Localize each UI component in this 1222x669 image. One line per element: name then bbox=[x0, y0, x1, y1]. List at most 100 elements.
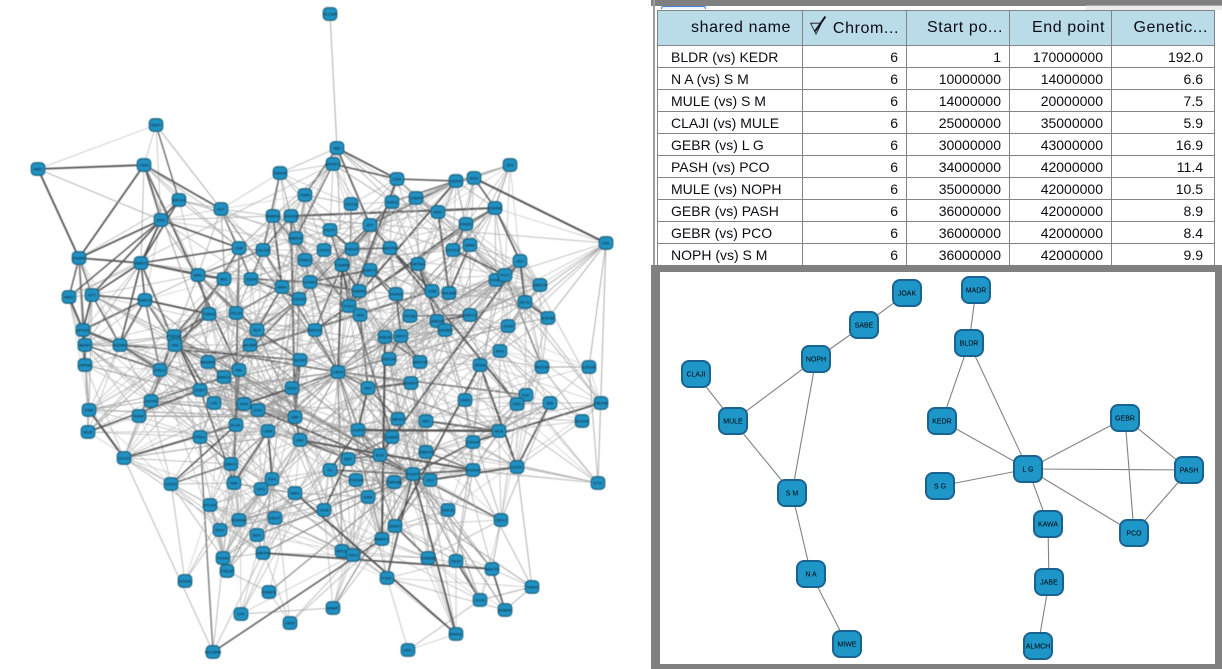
svg-text:KEDR: KEDR bbox=[932, 419, 951, 426]
svg-text:LFE: LFE bbox=[210, 401, 218, 406]
svg-text:BWMNH: BWMNH bbox=[200, 360, 216, 365]
svg-text:WWOL: WWOL bbox=[450, 632, 464, 637]
svg-text:BSG: BSG bbox=[157, 218, 165, 223]
svg-text:DLCDR: DLCDR bbox=[323, 12, 337, 17]
svg-text:UCLN: UCLN bbox=[119, 456, 130, 461]
svg-text:FADCW: FADCW bbox=[382, 357, 397, 362]
svg-text:UDWFC: UDWFC bbox=[404, 381, 419, 386]
svg-text:NPLM: NPLM bbox=[336, 549, 347, 554]
svg-text:TAJB: TAJB bbox=[319, 508, 329, 513]
svg-text:OEPIF: OEPIF bbox=[450, 179, 463, 184]
svg-text:NAF: NAF bbox=[230, 481, 239, 486]
svg-text:SOET: SOET bbox=[195, 388, 206, 393]
svg-text:S M: S M bbox=[786, 491, 799, 498]
svg-text:CWKMM: CWKMM bbox=[386, 480, 402, 485]
svg-text:KSWG: KSWG bbox=[460, 222, 472, 227]
svg-text:GEJ: GEJ bbox=[426, 478, 434, 483]
svg-text:KRLU: KRLU bbox=[155, 368, 166, 373]
svg-text:WGPJ: WGPJ bbox=[389, 524, 401, 529]
svg-text:OLF: OLF bbox=[217, 207, 225, 212]
svg-text:HRTAH: HRTAH bbox=[411, 262, 425, 267]
svg-text:MHBDH: MHBDH bbox=[498, 608, 513, 613]
svg-text:DMJOB: DMJOB bbox=[284, 214, 298, 219]
svg-text:BUK: BUK bbox=[253, 533, 262, 538]
svg-text:MIWE: MIWE bbox=[837, 642, 856, 649]
svg-text:BLDR: BLDR bbox=[960, 341, 979, 348]
svg-text:MFCAI: MFCAI bbox=[173, 198, 185, 203]
svg-text:BLKDA: BLKDA bbox=[575, 419, 588, 424]
svg-text:EGGG: EGGG bbox=[179, 579, 191, 584]
svg-text:KLKK: KLKK bbox=[231, 423, 242, 428]
svg-text:PCO: PCO bbox=[1126, 531, 1142, 538]
svg-text:CSH: CSH bbox=[393, 177, 402, 182]
svg-text:KTG: KTG bbox=[594, 481, 602, 486]
svg-text:HBFPM: HBFPM bbox=[256, 551, 270, 556]
svg-text:GBF: GBF bbox=[291, 415, 300, 420]
svg-text:CHDFF: CHDFF bbox=[409, 196, 423, 201]
svg-text:BWRW: BWRW bbox=[266, 214, 279, 219]
svg-text:PFR: PFR bbox=[240, 402, 248, 407]
svg-text:MAM: MAM bbox=[465, 243, 474, 248]
svg-text:FTEOP: FTEOP bbox=[220, 569, 234, 574]
svg-text:UPCKE: UPCKE bbox=[76, 328, 90, 333]
svg-text:NHU: NHU bbox=[194, 273, 203, 278]
svg-text:S G: S G bbox=[934, 484, 946, 491]
svg-text:LEIGM: LEIGM bbox=[583, 365, 595, 370]
svg-text:SWDGD: SWDGD bbox=[307, 328, 322, 333]
svg-text:WALTD: WALTD bbox=[485, 567, 499, 572]
svg-text:KMGM: KMGM bbox=[274, 171, 286, 176]
svg-text:JNCDW: JNCDW bbox=[535, 365, 550, 370]
svg-text:PPKU: PPKU bbox=[195, 435, 206, 440]
svg-text:JAFPA: JAFPA bbox=[145, 399, 157, 404]
svg-text:HGCA: HGCA bbox=[345, 202, 357, 207]
svg-text:PCKHT: PCKHT bbox=[406, 472, 420, 477]
svg-text:JGEM: JGEM bbox=[245, 277, 256, 282]
svg-text:IIMWF: IIMWF bbox=[327, 606, 339, 611]
svg-text:CNR: CNR bbox=[85, 408, 94, 413]
svg-text:SGMNK: SGMNK bbox=[232, 518, 247, 523]
svg-text:NOFI: NOFI bbox=[151, 123, 161, 128]
svg-text:RDIT: RDIT bbox=[215, 528, 225, 533]
svg-text:DTLEK: DTLEK bbox=[204, 503, 217, 508]
svg-text:HHUMR: HHUMR bbox=[442, 291, 457, 296]
svg-text:KAT: KAT bbox=[522, 393, 530, 398]
svg-text:RBEPC: RBEPC bbox=[419, 450, 433, 455]
svg-text:EMNFB: EMNFB bbox=[262, 590, 276, 595]
svg-text:NFN: NFN bbox=[496, 349, 504, 354]
svg-text:EUS: EUS bbox=[376, 453, 385, 458]
svg-text:KPCKA: KPCKA bbox=[446, 248, 460, 253]
svg-text:RLP: RLP bbox=[253, 328, 261, 333]
svg-text:SRPCR: SRPCR bbox=[533, 283, 547, 288]
svg-text:PPD: PPD bbox=[513, 402, 521, 407]
svg-text:TLI: TLI bbox=[327, 468, 333, 473]
svg-text:BDMT: BDMT bbox=[79, 343, 91, 348]
svg-text:GSMND: GSMND bbox=[488, 206, 503, 211]
svg-text:ESFIM: ESFIM bbox=[542, 316, 554, 321]
svg-text:OEUJ: OEUJ bbox=[496, 518, 507, 523]
svg-text:JABE: JABE bbox=[1040, 580, 1058, 587]
svg-text:NRD: NRD bbox=[434, 210, 443, 215]
svg-text:NOPH: NOPH bbox=[806, 357, 826, 364]
svg-text:EKOPO: EKOPO bbox=[326, 162, 340, 167]
svg-text:PWR: PWR bbox=[300, 193, 309, 198]
svg-text:DMJU: DMJU bbox=[225, 462, 236, 467]
svg-text:TOWG: TOWG bbox=[203, 312, 215, 317]
svg-text:PBL: PBL bbox=[235, 368, 243, 373]
svg-text:JWTC: JWTC bbox=[395, 334, 406, 339]
svg-text:AID: AID bbox=[334, 146, 341, 151]
svg-text:MMTCR: MMTCR bbox=[413, 360, 428, 365]
svg-text:OUPR: OUPR bbox=[352, 428, 364, 433]
svg-text:PIDTF: PIDTF bbox=[324, 228, 336, 233]
svg-text:FASM: FASM bbox=[218, 556, 229, 561]
svg-text:GFC: GFC bbox=[257, 487, 266, 492]
svg-text:WEG: WEG bbox=[64, 295, 74, 300]
svg-text:MADR: MADR bbox=[966, 288, 987, 295]
svg-text:DJCD: DJCD bbox=[512, 465, 523, 470]
svg-text:PWNJ: PWNJ bbox=[299, 258, 310, 263]
svg-text:GSB: GSB bbox=[428, 289, 437, 294]
svg-text:UNC: UNC bbox=[296, 438, 305, 443]
svg-text:LSFN: LSFN bbox=[333, 370, 343, 375]
svg-text:WBH: WBH bbox=[277, 285, 286, 290]
svg-text:NCJU: NCJU bbox=[520, 300, 531, 305]
svg-text:MIHI: MIHI bbox=[291, 491, 299, 496]
